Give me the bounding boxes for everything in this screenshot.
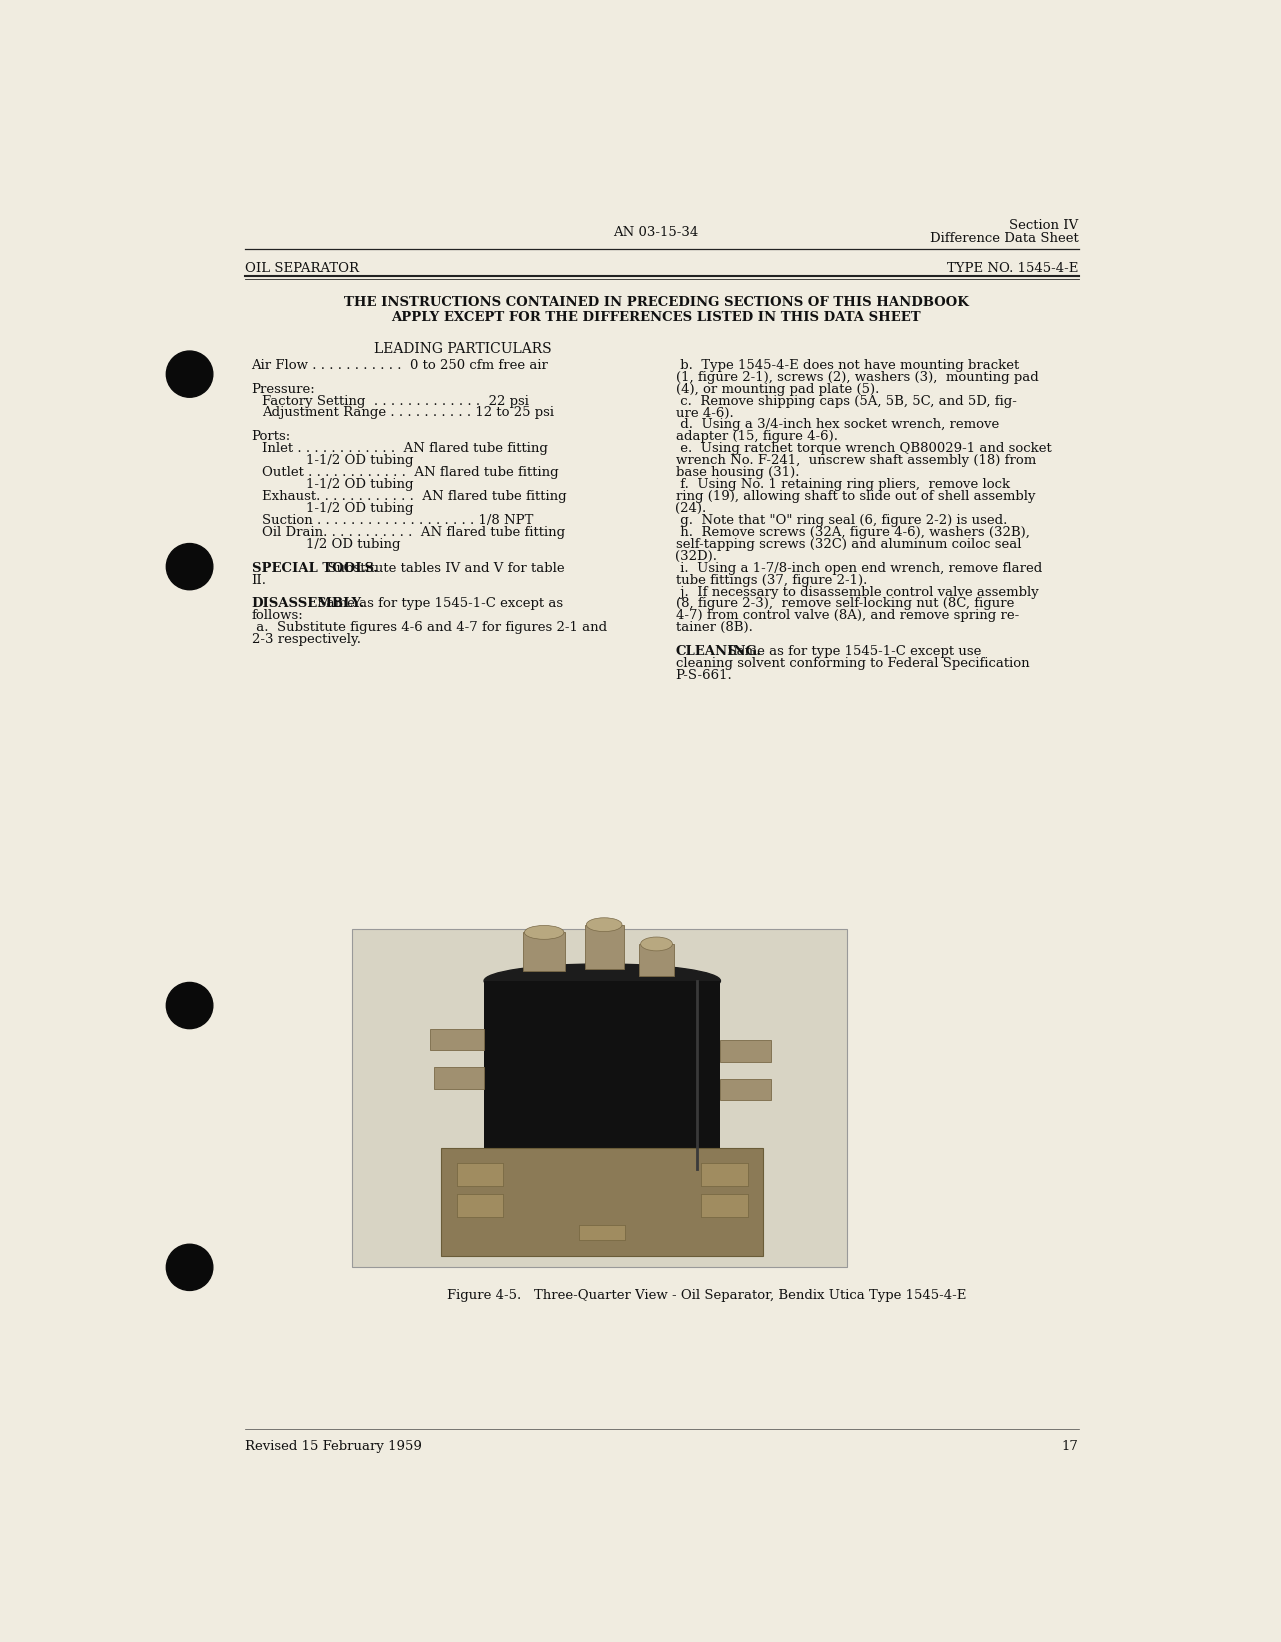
Bar (585, 924, 624, 969)
Text: Figure 4-5.   Three-Quarter View - Oil Separator, Bendix Utica Type 1545-4-E: Figure 4-5. Three-Quarter View - Oil Sep… (447, 1289, 966, 1302)
Bar (442, 1148, 763, 1256)
Bar (457, 1194, 503, 1217)
Text: Revised 15 February 1959: Revised 15 February 1959 (246, 1440, 423, 1453)
Bar (701, 1164, 748, 1187)
Text: Section IV: Section IV (1009, 218, 1079, 232)
Bar (579, 1225, 625, 1240)
Bar (639, 944, 674, 977)
Text: AN 03-15-34: AN 03-15-34 (614, 227, 698, 240)
Text: g.  Note that "O" ring seal (6, figure 2-2) is used.: g. Note that "O" ring seal (6, figure 2-… (675, 514, 1007, 527)
Text: e.  Using ratchet torque wrench QB80029-1 and socket: e. Using ratchet torque wrench QB80029-1… (675, 442, 1052, 455)
Text: follows:: follows: (251, 609, 304, 622)
Text: j.  If necessary to disassemble control valve assembly: j. If necessary to disassemble control v… (675, 586, 1038, 598)
Text: LEADING PARTICULARS: LEADING PARTICULARS (374, 342, 551, 356)
Text: OIL SEPARATOR: OIL SEPARATOR (246, 261, 360, 274)
Text: APPLY EXCEPT FOR THE DIFFERENCES LISTED IN THIS DATA SHEET: APPLY EXCEPT FOR THE DIFFERENCES LISTED … (391, 310, 921, 323)
Text: Difference Data Sheet: Difference Data Sheet (930, 233, 1079, 245)
Text: ure 4-6).: ure 4-6). (675, 407, 733, 419)
Bar (457, 1164, 503, 1187)
Text: Same as for type 1545-1-C except use: Same as for type 1545-1-C except use (719, 645, 981, 658)
Text: DISASSEMBLY.: DISASSEMBLY. (251, 598, 365, 611)
Ellipse shape (484, 1151, 720, 1186)
Text: h.  Remove screws (32A, figure 4-6), washers (32B),: h. Remove screws (32A, figure 4-6), wash… (675, 525, 1030, 539)
Text: tainer (8B).: tainer (8B). (675, 621, 752, 634)
Text: Air Flow . . . . . . . . . . .  0 to 250 cfm free air: Air Flow . . . . . . . . . . . 0 to 250 … (251, 358, 548, 371)
Text: (1, figure 2-1), screws (2), washers (3),  mounting pad: (1, figure 2-1), screws (2), washers (3)… (675, 371, 1038, 384)
Text: Oil Drain. . . . . . . . . . .  AN flared tube fitting: Oil Drain. . . . . . . . . . . AN flared… (263, 525, 565, 539)
Text: SPECIAL TOOLS.: SPECIAL TOOLS. (251, 562, 378, 575)
Text: a.  Substitute figures 4-6 and 4-7 for figures 2-1 and: a. Substitute figures 4-6 and 4-7 for fi… (251, 621, 607, 634)
Text: 1-1/2 OD tubing: 1-1/2 OD tubing (306, 455, 414, 468)
Ellipse shape (524, 926, 564, 939)
Text: Same as for type 1545-1-C except as: Same as for type 1545-1-C except as (309, 598, 564, 611)
Bar (701, 1194, 748, 1217)
Ellipse shape (587, 918, 623, 931)
Text: Factory Setting  . . . . . . . . . . . . .  22 psi: Factory Setting . . . . . . . . . . . . … (263, 394, 529, 407)
Ellipse shape (484, 964, 720, 998)
Text: (24).: (24). (675, 502, 707, 516)
Text: wrench No. F-241,  unscrew shaft assembly (18) from: wrench No. F-241, unscrew shaft assembly… (675, 455, 1036, 468)
Ellipse shape (640, 938, 673, 951)
Text: (8, figure 2-3),  remove self-locking nut (8C, figure: (8, figure 2-3), remove self-locking nut… (675, 598, 1013, 611)
Text: tube fittings (37, figure 2-1).: tube fittings (37, figure 2-1). (675, 573, 867, 586)
Text: Inlet . . . . . . . . . . . .  AN flared tube fitting: Inlet . . . . . . . . . . . . AN flared … (263, 442, 548, 455)
Text: base housing (31).: base housing (31). (675, 466, 799, 479)
Text: II.: II. (251, 573, 266, 586)
Text: 1/2 OD tubing: 1/2 OD tubing (306, 539, 401, 550)
Bar (720, 1039, 771, 1062)
Text: 2-3 respectively.: 2-3 respectively. (251, 634, 360, 647)
Bar (484, 980, 720, 1169)
Text: (32D).: (32D). (675, 550, 717, 563)
Text: Pressure:: Pressure: (251, 383, 315, 396)
Text: Substitute tables IV and V for table: Substitute tables IV and V for table (319, 562, 565, 575)
Text: Exhaust. . . . . . . . . . . .  AN flared tube fitting: Exhaust. . . . . . . . . . . . AN flared… (263, 489, 567, 502)
Bar (720, 1079, 771, 1100)
Circle shape (167, 1245, 213, 1291)
Circle shape (167, 351, 213, 397)
Bar (352, 928, 847, 1268)
Text: TYPE NO. 1545-4-E: TYPE NO. 1545-4-E (947, 261, 1079, 274)
Text: ring (19), allowing shaft to slide out of shell assembly: ring (19), allowing shaft to slide out o… (675, 489, 1035, 502)
Text: CLEANING.: CLEANING. (675, 645, 761, 658)
Text: (4), or mounting pad plate (5).: (4), or mounting pad plate (5). (675, 383, 879, 396)
Text: Ports:: Ports: (251, 430, 291, 443)
Text: Outlet . . . . . . . . . . . .  AN flared tube fitting: Outlet . . . . . . . . . . . . AN flared… (263, 466, 559, 479)
Text: d.  Using a 3/4-inch hex socket wrench, remove: d. Using a 3/4-inch hex socket wrench, r… (675, 419, 999, 432)
Circle shape (167, 544, 213, 589)
Text: adapter (15, figure 4-6).: adapter (15, figure 4-6). (675, 430, 838, 443)
Text: b.  Type 1545-4-E does not have mounting bracket: b. Type 1545-4-E does not have mounting … (675, 358, 1018, 371)
Text: cleaning solvent conforming to Federal Specification: cleaning solvent conforming to Federal S… (675, 657, 1029, 670)
Circle shape (167, 982, 213, 1028)
Text: 4-7) from control valve (8A), and remove spring re-: 4-7) from control valve (8A), and remove… (675, 609, 1018, 622)
Text: 1-1/2 OD tubing: 1-1/2 OD tubing (306, 502, 414, 516)
Text: f.  Using No. 1 retaining ring pliers,  remove lock: f. Using No. 1 retaining ring pliers, re… (675, 478, 1009, 491)
Text: self-tapping screws (32C) and aluminum coiloc seal: self-tapping screws (32C) and aluminum c… (675, 539, 1021, 550)
Bar (434, 1067, 484, 1089)
Text: i.  Using a 1-7/8-inch open end wrench, remove flared: i. Using a 1-7/8-inch open end wrench, r… (675, 562, 1041, 575)
Text: 1-1/2 OD tubing: 1-1/2 OD tubing (306, 478, 414, 491)
Text: Suction . . . . . . . . . . . . . . . . . . . 1/8 NPT: Suction . . . . . . . . . . . . . . . . … (263, 514, 534, 527)
Bar (523, 933, 565, 970)
Text: THE INSTRUCTIONS CONTAINED IN PRECEDING SECTIONS OF THIS HANDBOOK: THE INSTRUCTIONS CONTAINED IN PRECEDING … (343, 296, 968, 309)
Text: Adjustment Range . . . . . . . . . . 12 to 25 psi: Adjustment Range . . . . . . . . . . 12 … (263, 407, 555, 419)
Text: 17: 17 (1062, 1440, 1079, 1453)
Text: c.  Remove shipping caps (5A, 5B, 5C, and 5D, fig-: c. Remove shipping caps (5A, 5B, 5C, and… (675, 394, 1016, 407)
Bar (430, 1028, 484, 1051)
Text: P-S-661.: P-S-661. (675, 668, 733, 681)
